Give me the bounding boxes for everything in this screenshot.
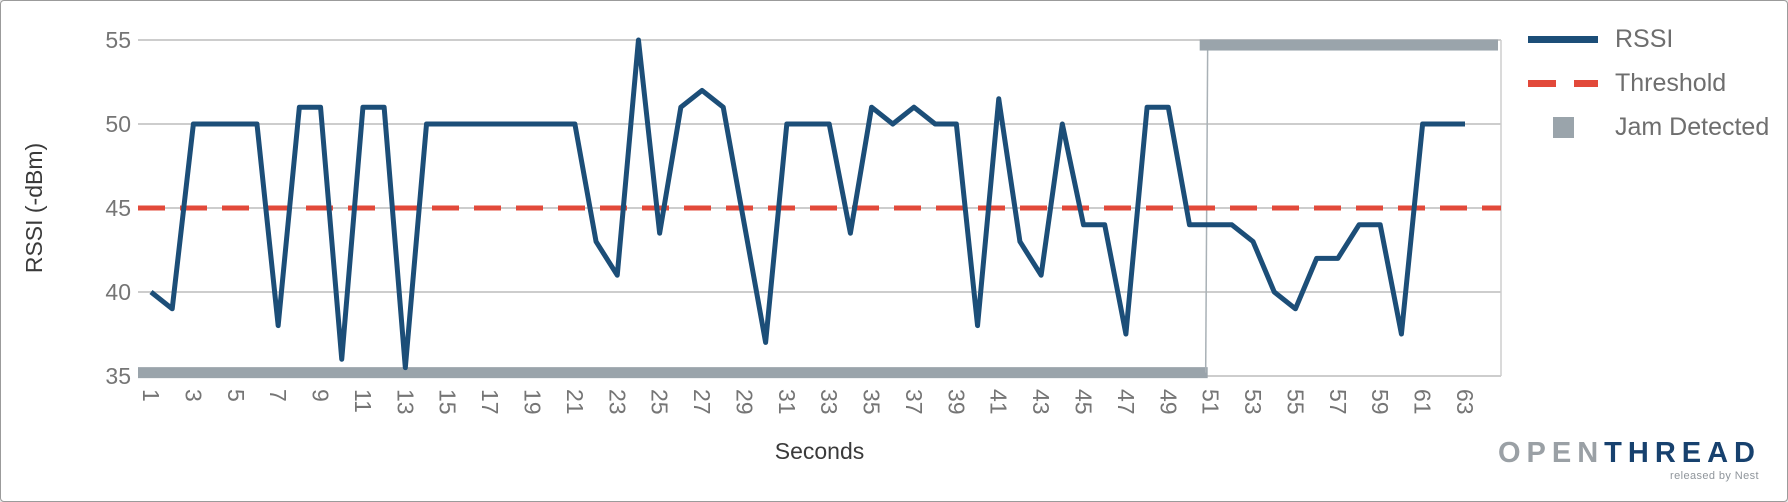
y-tick-label-40: 40	[105, 279, 131, 305]
y-tick-label-35: 35	[105, 363, 131, 389]
openthread-logo-wordmark: OPENTHREAD	[1498, 439, 1761, 468]
x-tick-label-17: 17	[477, 389, 503, 415]
x-tick-label-33: 33	[816, 389, 842, 415]
x-tick-label-27: 27	[689, 389, 715, 415]
threshold-dash-swatch-icon	[1528, 71, 1598, 95]
jam-square-swatch-icon	[1528, 115, 1598, 139]
x-tick-labels: 1 3 5 7 9 11 13 15 17 19 21 23 25 27 29 31 33 35 37 39 41 43 4…	[138, 389, 1478, 415]
y-tick-label-50: 50	[105, 111, 131, 137]
x-tick-label-55: 55	[1282, 389, 1308, 415]
x-tick-label-3: 3	[180, 389, 206, 402]
logo-thread-text: THREAD	[1604, 437, 1761, 469]
x-tick-label-13: 13	[392, 389, 418, 415]
x-axis-title: Seconds	[775, 438, 865, 464]
legend-item-jam: Jam Detected	[1528, 111, 1769, 143]
x-tick-label-61: 61	[1410, 389, 1436, 415]
legend-label-jam: Jam Detected	[1615, 112, 1770, 141]
legend: RSSI Threshold Jam Detected	[1528, 23, 1769, 155]
x-tick-label-51: 51	[1198, 389, 1224, 415]
x-tick-label-11: 11	[350, 389, 376, 413]
x-tick-label-23: 23	[604, 389, 630, 415]
x-tick-label-15: 15	[435, 389, 461, 415]
legend-label-threshold: Threshold	[1615, 68, 1727, 97]
x-tick-label-43: 43	[1028, 389, 1054, 415]
legend-item-rssi: RSSI	[1528, 23, 1769, 55]
x-tick-label-53: 53	[1240, 389, 1266, 415]
x-tick-label-39: 39	[943, 389, 969, 415]
x-tick-label-49: 49	[1155, 389, 1181, 415]
x-tick-label-9: 9	[308, 389, 334, 402]
logo-open-text: OPEN	[1497, 437, 1605, 469]
x-tick-label-1: 1	[138, 389, 164, 402]
x-tick-label-5: 5	[223, 389, 249, 402]
rssi-line-swatch-icon	[1528, 27, 1598, 51]
x-tick-label-7: 7	[265, 389, 291, 402]
y-tick-label-45: 45	[105, 195, 131, 221]
x-tick-label-59: 59	[1367, 389, 1393, 415]
openthread-logo: OPENTHREAD released by Nest	[1498, 439, 1761, 483]
x-tick-label-25: 25	[647, 389, 673, 415]
x-tick-label-57: 57	[1325, 389, 1351, 415]
x-tick-label-37: 37	[901, 389, 927, 415]
x-tick-label-19: 19	[519, 389, 545, 415]
y-axis-title: RSSI (-dBm)	[21, 143, 47, 273]
legend-item-threshold: Threshold	[1528, 67, 1769, 99]
x-tick-label-41: 41	[986, 389, 1012, 415]
jam-bar-low	[138, 367, 1208, 379]
x-tick-label-47: 47	[1113, 389, 1139, 415]
jam-bar-high	[1199, 39, 1498, 51]
logo-subtitle: released by Nest	[1670, 470, 1759, 482]
rssi-line	[149, 37, 1465, 371]
x-tick-label-21: 21	[562, 389, 588, 415]
x-tick-label-45: 45	[1071, 389, 1097, 415]
y-tick-label-55: 55	[105, 27, 131, 53]
x-tick-label-63: 63	[1452, 389, 1478, 415]
legend-label-rssi: RSSI	[1615, 24, 1674, 53]
y-tick-labels: 55 50 45 40 35	[105, 27, 131, 389]
x-tick-label-35: 35	[859, 389, 885, 415]
x-tick-label-31: 31	[774, 389, 800, 415]
x-tick-label-29: 29	[731, 389, 757, 415]
